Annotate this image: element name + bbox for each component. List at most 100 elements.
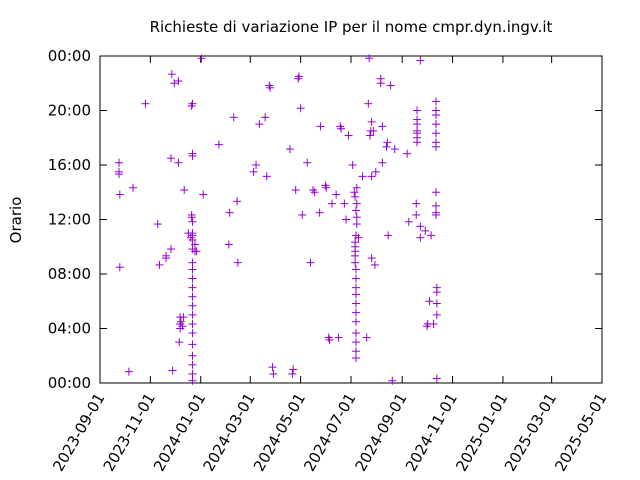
x-tick-label: 2024-01-01: [150, 390, 209, 475]
y-tick-label: 00:00: [48, 374, 91, 392]
y-tick-label: 20:00: [48, 102, 91, 120]
data-point: [114, 158, 123, 167]
data-point: [351, 317, 360, 326]
data-point: [188, 340, 197, 349]
data-point: [167, 154, 176, 163]
data-point: [432, 188, 441, 197]
data-point: [378, 158, 387, 167]
data-point: [285, 145, 294, 154]
data-point: [352, 199, 361, 208]
y-tick-label: 12:00: [48, 211, 91, 229]
data-point: [412, 199, 421, 208]
data-point: [322, 183, 331, 192]
data-point: [383, 138, 392, 147]
data-point: [351, 354, 360, 363]
data-point: [262, 172, 271, 181]
data-point: [388, 376, 397, 385]
data-point: [432, 142, 441, 151]
data-point: [351, 329, 360, 338]
data-point: [188, 301, 197, 310]
data-point: [167, 70, 176, 79]
data-point: [421, 226, 430, 235]
data-point: [266, 83, 275, 92]
data-point: [115, 263, 124, 272]
data-point: [340, 199, 349, 208]
data-point: [315, 208, 324, 217]
data-point: [199, 190, 208, 199]
data-point: [188, 310, 197, 319]
data-point: [229, 113, 238, 122]
data-points: [114, 54, 441, 385]
data-point: [351, 238, 360, 247]
data-point: [188, 319, 197, 328]
data-point: [332, 190, 341, 199]
plot-area-frame: [99, 55, 603, 384]
data-point: [382, 142, 391, 151]
data-point: [369, 126, 378, 135]
data-point: [168, 366, 177, 375]
data-point: [188, 99, 197, 108]
data-point: [403, 149, 412, 158]
data-point: [187, 213, 196, 222]
data-point: [348, 161, 357, 169]
data-point: [167, 245, 176, 254]
data-point: [404, 217, 413, 226]
data-point: [268, 363, 277, 372]
data-point: [429, 319, 438, 328]
data-point: [432, 288, 441, 297]
data-point: [354, 233, 363, 242]
data-point: [233, 258, 242, 267]
data-point: [306, 258, 315, 267]
data-point: [324, 333, 333, 342]
data-point: [432, 299, 441, 308]
data-point: [412, 210, 421, 219]
data-point: [344, 131, 353, 140]
data-point: [188, 376, 197, 385]
data-point: [390, 145, 399, 154]
data-point: [365, 131, 374, 140]
data-point: [351, 206, 360, 215]
data-point: [371, 167, 380, 176]
data-point: [129, 183, 138, 192]
data-point: [351, 251, 360, 260]
data-point: [378, 122, 387, 131]
data-point: [188, 217, 197, 226]
data-point: [384, 231, 393, 240]
data-point: [291, 185, 300, 194]
data-point: [336, 122, 345, 131]
data-point: [174, 76, 183, 85]
data-point: [188, 235, 197, 244]
data-point: [214, 140, 223, 149]
data-point: [351, 283, 360, 292]
data-point: [337, 124, 346, 133]
data-point: [188, 369, 197, 378]
y-tick-label: 00:00: [48, 47, 91, 65]
data-point: [179, 313, 188, 322]
data-point: [289, 365, 298, 374]
data-point: [351, 347, 360, 356]
data-point: [413, 138, 422, 147]
data-point: [416, 233, 425, 242]
data-point: [233, 197, 242, 206]
data-point: [370, 260, 379, 269]
data-point: [352, 220, 361, 229]
data-point: [351, 192, 360, 201]
data-point: [432, 111, 441, 120]
data-point: [170, 79, 179, 88]
data-point: [252, 161, 261, 169]
data-point: [432, 374, 441, 383]
data-point: [422, 322, 431, 331]
x-tick-label: 2025-05-01: [551, 390, 610, 475]
data-point: [416, 222, 425, 231]
data-point: [188, 283, 197, 292]
data-point: [225, 208, 234, 217]
data-point: [178, 322, 187, 331]
data-point: [296, 104, 305, 113]
data-point: [188, 274, 197, 283]
data-point: [351, 308, 360, 317]
data-point: [352, 183, 361, 192]
data-point: [351, 265, 360, 274]
data-point: [188, 292, 197, 301]
data-point: [350, 188, 359, 197]
